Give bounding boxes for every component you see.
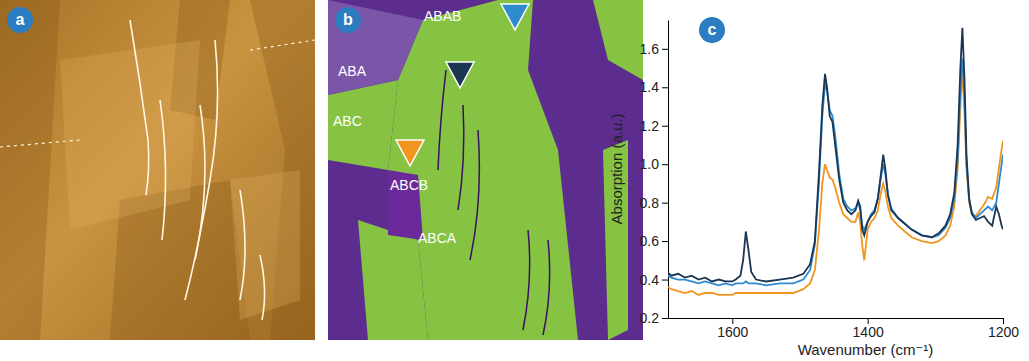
spectrum-line	[668, 58, 1003, 285]
y-tick: 0.8	[640, 195, 668, 211]
crack	[458, 105, 464, 210]
scan-line	[0, 140, 80, 147]
crack	[438, 70, 446, 170]
y-axis: 0.2 0.4 0.6 0.8 1.0 1.2 1.4 1.6	[640, 21, 669, 326]
y-tick-label: 1.0	[640, 156, 660, 172]
y-tick-label: 1.4	[640, 79, 660, 95]
y-tick-mark	[662, 126, 668, 127]
y-tick-label: 1.2	[640, 118, 660, 134]
y-tick: 1.4	[640, 79, 668, 95]
y-tick: 0.4	[640, 272, 668, 288]
afm-band	[230, 170, 300, 320]
x-axis-line	[669, 318, 1004, 319]
plot-lines	[668, 28, 1003, 295]
x-tick: 1400	[853, 318, 884, 340]
y-tick: 1.6	[640, 41, 668, 57]
figure: ABAB ABA ABC ABCB ABCA a b c 0.2 0.4 0.6 0.8 1.0 1.2 1…	[0, 0, 1029, 361]
spectrum-line	[668, 72, 1003, 295]
y-tick: 1.0	[640, 156, 668, 172]
y-tick-mark	[662, 318, 668, 319]
wrinkle	[195, 105, 205, 260]
panel-badge	[7, 7, 33, 33]
stacking-domain	[593, 0, 643, 80]
x-tick-label: 1400	[853, 324, 884, 340]
position-marker	[396, 140, 424, 166]
x-tick: 1200	[988, 318, 1019, 340]
y-tick-label: 1.6	[640, 41, 660, 57]
afm-band	[0, 0, 60, 340]
panel-label: b	[343, 11, 353, 28]
domain-label: ABCB	[390, 177, 428, 193]
x-tick-label: 1200	[988, 324, 1019, 340]
y-tick-mark	[662, 49, 668, 50]
panel-a	[0, 0, 315, 340]
x-axis: 1600 1400 1200	[669, 318, 1020, 340]
position-marker	[446, 62, 474, 88]
y-tick-label: 0.6	[640, 233, 660, 249]
y-tick-mark	[662, 203, 668, 204]
wrinkle	[240, 190, 245, 300]
panel-badge	[699, 17, 725, 43]
x-tick: 1600	[717, 318, 748, 340]
stacking-domain	[328, 0, 423, 95]
stacking-domain	[328, 80, 398, 170]
y-tick: 1.2	[640, 118, 668, 134]
y-tick-mark	[662, 87, 668, 88]
spectrum-line	[668, 28, 1003, 282]
domain-label: ABCA	[418, 230, 457, 246]
wrinkle	[185, 40, 218, 300]
position-marker	[501, 4, 529, 30]
wrinkle	[160, 100, 166, 240]
crack	[543, 240, 550, 335]
y-axis-title: Absorption (a.u.)	[608, 114, 625, 225]
afm-band	[60, 40, 200, 230]
y-tick: 0.2	[640, 310, 668, 326]
panel-b: ABAB ABA ABC ABCB ABCA	[328, 0, 643, 340]
y-tick-mark	[662, 164, 668, 165]
panel-label: c	[708, 21, 717, 38]
x-tick-label: 1600	[717, 324, 748, 340]
panel-badge	[335, 7, 361, 33]
map-image	[328, 0, 643, 340]
y-tick: 0.6	[640, 233, 668, 249]
crack	[470, 130, 479, 260]
y-tick-label: 0.2	[640, 310, 660, 326]
x-axis-title: Wavenumber (cm⁻¹)	[798, 341, 934, 358]
wrinkle	[130, 20, 149, 195]
domain-label: ABAB	[424, 8, 461, 24]
wrinkle	[260, 255, 265, 320]
panel-label: a	[16, 11, 25, 28]
domain-label: ABA	[338, 63, 367, 79]
y-tick-mark	[662, 280, 668, 281]
domain-label: ABC	[333, 113, 362, 129]
y-tick-label: 0.8	[640, 195, 660, 211]
crack	[523, 230, 530, 330]
afm-image	[0, 0, 315, 340]
y-tick-mark	[662, 241, 668, 242]
scan-line	[250, 40, 315, 50]
y-tick-label: 0.4	[640, 272, 660, 288]
panel-c: 0.2 0.4 0.6 0.8 1.0 1.2 1.4 1.6 1600 1400 1200 Abso…	[608, 21, 1019, 359]
